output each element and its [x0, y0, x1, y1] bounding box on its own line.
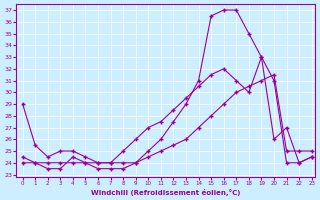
X-axis label: Windchill (Refroidissement éolien,°C): Windchill (Refroidissement éolien,°C) — [91, 189, 241, 196]
